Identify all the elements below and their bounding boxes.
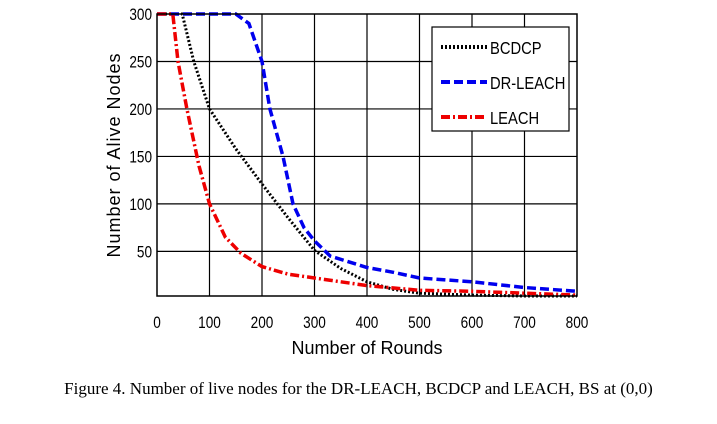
x-axis-label: Number of Rounds — [291, 338, 442, 358]
x-tick-label: 400 — [356, 314, 379, 333]
legend-box — [431, 26, 570, 132]
series-lines — [157, 12, 578, 298]
y-tick-label: 50 — [137, 243, 152, 262]
x-tick-label: 700 — [513, 314, 536, 333]
x-tick-label: 100 — [198, 314, 221, 333]
y-tick-label: 300 — [129, 6, 152, 25]
x-tick-label: 300 — [303, 314, 326, 333]
legend-label: BCDCP — [490, 39, 542, 59]
y-axis-label: Number of Alive Nodes — [104, 52, 124, 257]
y-tick-label: 100 — [129, 196, 152, 215]
x-tick-label: 600 — [461, 314, 484, 333]
legend: BCDCP DR-LEACH LEACH — [431, 26, 570, 132]
x-tick-label: 0 — [153, 314, 161, 333]
y-tick-label: 200 — [129, 101, 152, 120]
y-tick-label: 250 — [129, 53, 152, 72]
tick-labels: 0 100 200 300 400 500 600 700 800 50 100 150 200 250 3… — [129, 6, 588, 333]
legend-label: DR-LEACH — [490, 74, 565, 94]
y-tick-label: 150 — [129, 148, 152, 167]
x-tick-label: 800 — [566, 314, 589, 333]
x-tick-label: 200 — [251, 314, 274, 333]
series-line-dr-leach — [157, 12, 578, 294]
line-chart: 0 100 200 300 400 500 600 700 800 50 100 150 200 250 3… — [104, 6, 588, 358]
figure-caption: Figure 4. Number of live nodes for the D… — [64, 379, 653, 398]
x-tick-label: 500 — [408, 314, 431, 333]
plot-frame — [156, 13, 578, 297]
series-line-leach — [157, 12, 578, 297]
legend-label: LEACH — [490, 109, 539, 129]
series-line-bcdcp — [157, 12, 577, 298]
